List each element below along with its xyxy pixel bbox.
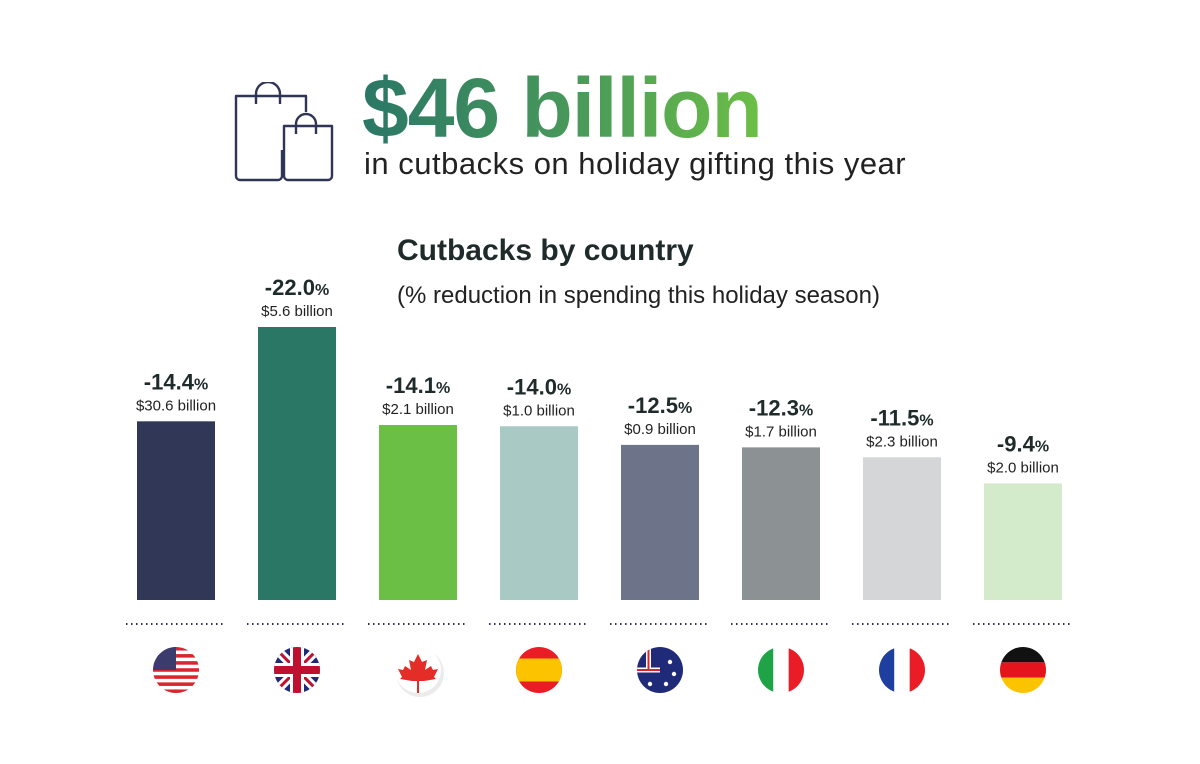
headline-total: $46 billion <box>362 58 763 158</box>
value-label: -14.1% <box>386 373 450 398</box>
value-label: -9.4% <box>997 431 1049 456</box>
australia-flag-icon <box>637 647 683 693</box>
chart-subtitle: (% reduction in spending this holiday se… <box>397 282 880 309</box>
germany-flag-icon <box>1000 647 1046 693</box>
bar-uk <box>258 327 336 600</box>
value-label: -22.0% <box>265 275 329 300</box>
spain-flag-icon <box>516 647 562 693</box>
amount-label: $2.0 billion <box>987 459 1059 476</box>
amount-label: $2.1 billion <box>382 401 454 418</box>
bar-spain <box>500 426 578 600</box>
value-label: -11.5% <box>870 405 933 430</box>
headline-subtitle: in cutbacks on holiday gifting this year <box>364 146 907 181</box>
bar-canada <box>379 425 457 600</box>
bar-france <box>863 457 941 600</box>
bar-australia <box>621 444 699 600</box>
france-flag-icon <box>879 647 925 693</box>
us-flag-icon <box>153 647 199 693</box>
value-label: -14.0% <box>507 374 571 399</box>
uk-flag-icon <box>274 647 320 693</box>
amount-label: $5.6 billion <box>261 303 333 320</box>
chart-title: Cutbacks by country <box>397 234 694 267</box>
value-label: -14.4% <box>144 369 208 394</box>
italy-flag-icon <box>758 647 804 693</box>
amount-label: $0.9 billion <box>624 421 696 438</box>
bar-italy <box>742 447 820 600</box>
bar-germany <box>984 483 1062 600</box>
amount-label: $2.3 billion <box>866 433 938 450</box>
amount-label: $30.6 billion <box>136 397 216 414</box>
value-label: -12.5% <box>628 393 692 418</box>
amount-label: $1.7 billion <box>745 423 817 440</box>
shopping-bags-icon <box>234 82 334 182</box>
canada-flag-icon <box>395 647 441 693</box>
bar-us <box>137 421 215 600</box>
amount-label: $1.0 billion <box>503 402 575 419</box>
value-label: -12.3% <box>749 395 813 420</box>
